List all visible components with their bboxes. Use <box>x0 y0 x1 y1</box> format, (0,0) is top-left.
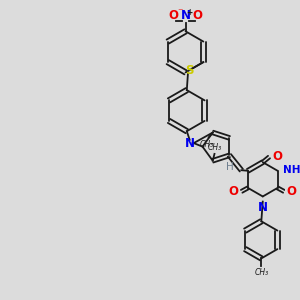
Text: O: O <box>193 9 202 22</box>
Text: N: N <box>185 137 195 150</box>
Text: H: H <box>226 162 234 172</box>
Text: N: N <box>258 201 268 214</box>
Text: CH₃: CH₃ <box>200 140 214 148</box>
Text: N: N <box>181 9 190 22</box>
Text: O: O <box>287 185 297 198</box>
Text: O: O <box>229 185 239 198</box>
Text: O: O <box>169 9 178 22</box>
Text: CH₃: CH₃ <box>208 142 222 152</box>
Text: +: + <box>186 8 192 17</box>
Text: CH₃: CH₃ <box>254 268 268 278</box>
Text: ⁻: ⁻ <box>178 7 183 17</box>
Text: S: S <box>185 64 194 76</box>
Text: NH: NH <box>283 165 300 175</box>
Text: O: O <box>272 150 282 163</box>
